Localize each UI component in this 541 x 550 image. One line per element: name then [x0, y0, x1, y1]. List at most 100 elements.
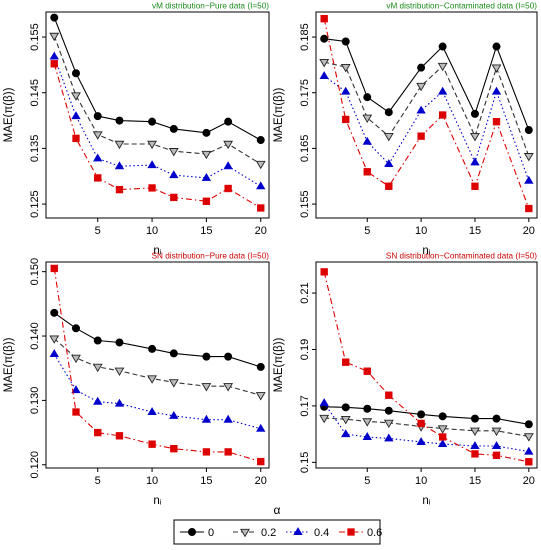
data-point: [524, 175, 534, 184]
data-point: [49, 32, 60, 42]
legend-marker: [187, 528, 196, 537]
series-0.2: [319, 58, 534, 162]
data-point: [438, 412, 447, 421]
data-point: [319, 71, 329, 80]
data-point: [223, 140, 234, 150]
x-tick-label: 10: [146, 475, 158, 487]
data-point: [255, 392, 266, 401]
x-tick-label: 5: [95, 475, 101, 487]
data-point: [93, 336, 102, 345]
data-point: [385, 182, 393, 190]
data-point: [340, 416, 351, 425]
data-point: [471, 450, 479, 458]
data-point: [417, 63, 426, 72]
data-point: [71, 92, 81, 101]
series-line: [324, 38, 530, 131]
data-point: [224, 448, 232, 456]
data-point: [525, 204, 533, 213]
y-tick-label: 0.125: [29, 190, 41, 218]
legend-label: 0.2: [261, 527, 276, 539]
legend-marker: [293, 527, 303, 536]
chart-panel-3: SN distribution−Pure data (I=50) 5 10 15 20 0…: [3, 252, 270, 507]
data-point: [94, 428, 102, 437]
data-point: [492, 451, 501, 459]
data-point: [341, 37, 350, 46]
y-tick-label: 0.155: [29, 23, 41, 51]
data-point: [491, 86, 502, 95]
data-point: [115, 116, 124, 125]
data-point: [492, 42, 501, 51]
data-point: [168, 379, 179, 388]
chart-panel-1: vM distribution−Pure data (I=50) 5 10 15 20 0…: [3, 2, 270, 257]
chart-title: SN distribution−Contaminated data (I=50): [386, 252, 537, 261]
series-0: [50, 13, 265, 145]
data-point: [92, 131, 103, 140]
y-axis-label: MAE(π(β)): [3, 337, 15, 392]
legend-box: [173, 519, 381, 545]
data-point: [319, 398, 329, 407]
series-0.6: [320, 268, 533, 466]
data-point: [363, 93, 372, 102]
data-point: [385, 391, 393, 399]
data-point: [49, 51, 59, 60]
series-line: [323, 271, 529, 463]
data-point: [114, 140, 125, 150]
data-point: [169, 124, 178, 133]
data-point: [341, 403, 350, 412]
y-tick-label: 0.185: [299, 23, 311, 51]
data-point: [470, 427, 480, 436]
data-point: [438, 433, 447, 441]
x-tick-label: 10: [415, 475, 427, 487]
data-point: [341, 429, 351, 438]
data-point: [168, 148, 179, 157]
y-tick-label: 0.130: [29, 387, 41, 415]
data-point: [437, 439, 448, 448]
x-tick-label: 10: [415, 225, 427, 237]
data-point: [470, 133, 480, 142]
series-line: [323, 75, 530, 181]
data-point: [223, 414, 233, 423]
data-point: [363, 367, 371, 375]
x-tick-label: 5: [95, 225, 101, 237]
data-point: [256, 362, 265, 371]
data-point: [416, 82, 427, 92]
chart-panel-4: SN distribution−Contaminated data (I=50)…: [273, 252, 538, 507]
legend-marker: [347, 528, 355, 536]
data-point: [93, 396, 103, 405]
series-line: [53, 353, 261, 430]
series-0.4: [319, 398, 534, 455]
x-axis-label: nᵢ: [422, 495, 430, 507]
plot-frame: [45, 11, 270, 219]
plot-frame: [45, 261, 270, 469]
data-point: [148, 117, 157, 126]
data-point: [72, 134, 80, 143]
data-point: [255, 160, 266, 170]
series-0: [50, 308, 265, 371]
data-point: [71, 324, 80, 333]
x-tick-label: 20: [255, 225, 267, 237]
data-point: [524, 446, 534, 455]
data-point: [71, 69, 80, 78]
data-point: [49, 349, 59, 358]
data-point: [169, 349, 178, 358]
data-point: [147, 160, 157, 169]
data-point: [148, 344, 157, 353]
data-point: [257, 204, 265, 212]
data-point: [362, 418, 373, 427]
data-point: [50, 308, 59, 317]
y-tick-label: 0.145: [29, 79, 41, 107]
y-tick-label: 0.17: [299, 395, 311, 416]
y-tick-label: 0.120: [29, 451, 41, 479]
series-0.6: [50, 264, 265, 466]
data-point: [114, 398, 125, 407]
y-tick-label: 0.21: [299, 282, 311, 303]
data-point: [525, 458, 533, 466]
series-0.2: [49, 32, 266, 170]
data-point: [523, 433, 534, 442]
data-point: [71, 385, 81, 394]
data-point: [148, 184, 156, 192]
y-axis-label: MAE(π(β)): [273, 87, 285, 142]
data-point: [71, 111, 81, 120]
data-point: [115, 338, 124, 347]
series-0.2: [49, 335, 266, 401]
